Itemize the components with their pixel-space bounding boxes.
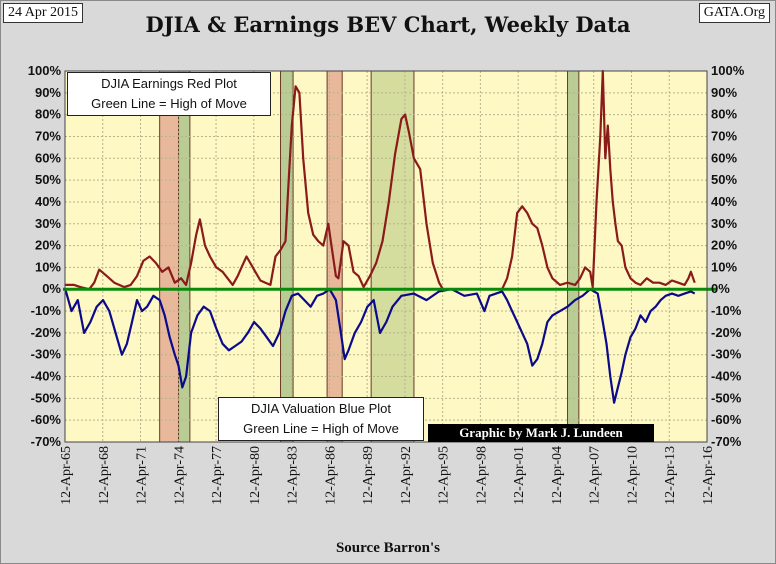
y-tick-label-left: 40% [35, 194, 61, 209]
x-tick-label: 12-Apr-68 [97, 446, 112, 505]
x-axis-title: Source Barron's [335, 540, 441, 556]
x-tick-label: 12-Apr-13 [663, 446, 678, 505]
chart-title: DJIA & Earnings BEV Chart, Weekly Data [145, 12, 631, 37]
y-tick-label-left: 80% [35, 107, 61, 122]
y-tick-label-left: 10% [35, 259, 61, 274]
earnings-legend-line1: DJIA Earnings Red Plot [101, 76, 237, 91]
valuation-legend-line2: Green Line = High of Move [243, 421, 399, 436]
y-tick-label-right: 90% [711, 85, 737, 100]
y-tick-label-right: -20% [711, 325, 742, 340]
x-tick-label: 12-Apr-86 [323, 446, 338, 505]
y-tick-label-right: 0% [711, 281, 730, 296]
shaded-region-1 [178, 70, 191, 443]
earnings-legend: DJIA Earnings Red Plot Green Line = High… [67, 72, 271, 116]
x-tick-label: 12-Apr-04 [550, 446, 565, 505]
y-tick-label-left: 90% [35, 85, 61, 100]
x-tick-label: 12-Apr-80 [248, 446, 263, 505]
y-tick-label-left: -30% [31, 347, 62, 362]
y-tick-label-right: 100% [711, 63, 745, 78]
valuation-series-line [64, 288, 696, 404]
x-tick-label: 12-Apr-83 [286, 446, 301, 505]
valuation-legend: DJIA Valuation Blue Plot Green Line = Hi… [218, 397, 424, 441]
y-tick-label-right: 20% [711, 238, 737, 253]
y-tick-label-left: -70% [31, 434, 62, 449]
x-tick-label: 12-Apr-71 [135, 446, 150, 505]
y-tick-label-right: -60% [711, 412, 742, 427]
shaded-region-0 [159, 70, 180, 443]
y-tick-label-right: -10% [711, 303, 742, 318]
y-tick-label-right: 60% [711, 150, 737, 165]
y-tick-label-left: 0% [42, 281, 61, 296]
plot-border [64, 70, 708, 443]
y-tick-label-left: -60% [31, 412, 62, 427]
x-tick-label: 12-Apr-98 [474, 446, 489, 505]
org-label: GATA.Org [698, 3, 770, 23]
shaded-region-5 [567, 70, 580, 443]
y-tick-label-left: -10% [31, 303, 62, 318]
y-tick-label-left: -50% [31, 390, 62, 405]
y-tick-label-right: 30% [711, 216, 737, 231]
y-tick-label-right: -70% [711, 434, 742, 449]
x-tick-label: 12-Apr-65 [59, 446, 74, 505]
y-tick-label-right: 50% [711, 172, 737, 187]
y-tick-label-right: 70% [711, 128, 737, 143]
y-tick-label-left: -20% [31, 325, 62, 340]
y-tick-label-right: -50% [711, 390, 742, 405]
y-tick-label-left: 50% [35, 172, 61, 187]
earnings-legend-line2: Green Line = High of Move [91, 96, 247, 111]
y-tick-label-right: -40% [711, 369, 742, 384]
y-tick-label-right: 40% [711, 194, 737, 209]
y-tick-label-left: 30% [35, 216, 61, 231]
y-tick-label-right: -30% [711, 347, 742, 362]
x-tick-label: 12-Apr-07 [588, 446, 603, 505]
x-tick-label: 12-Apr-89 [361, 446, 376, 505]
y-tick-label-right: 10% [711, 259, 737, 274]
x-tick-label: 12-Apr-74 [172, 446, 187, 505]
x-tick-label: 12-Apr-92 [399, 446, 414, 505]
earnings-series-line [65, 69, 696, 291]
x-tick-label: 12-Apr-77 [210, 446, 225, 505]
x-tick-label: 12-Apr-01 [512, 446, 527, 505]
y-tick-label-left: 60% [35, 150, 61, 165]
y-tick-label-left: 100% [28, 63, 62, 78]
y-tick-label-left: 70% [35, 128, 61, 143]
x-tick-label: 12-Apr-95 [437, 446, 452, 505]
date-label: 24 Apr 2015 [3, 3, 83, 23]
y-tick-label-left: 20% [35, 238, 61, 253]
valuation-legend-line1: DJIA Valuation Blue Plot [251, 401, 391, 416]
credit-label: Graphic by Mark J. Lundeen [428, 424, 654, 442]
y-tick-label-left: -40% [31, 369, 62, 384]
x-tick-label: 12-Apr-10 [625, 446, 640, 505]
y-tick-label-right: 80% [711, 107, 737, 122]
x-tick-label: 12-Apr-16 [701, 446, 716, 505]
